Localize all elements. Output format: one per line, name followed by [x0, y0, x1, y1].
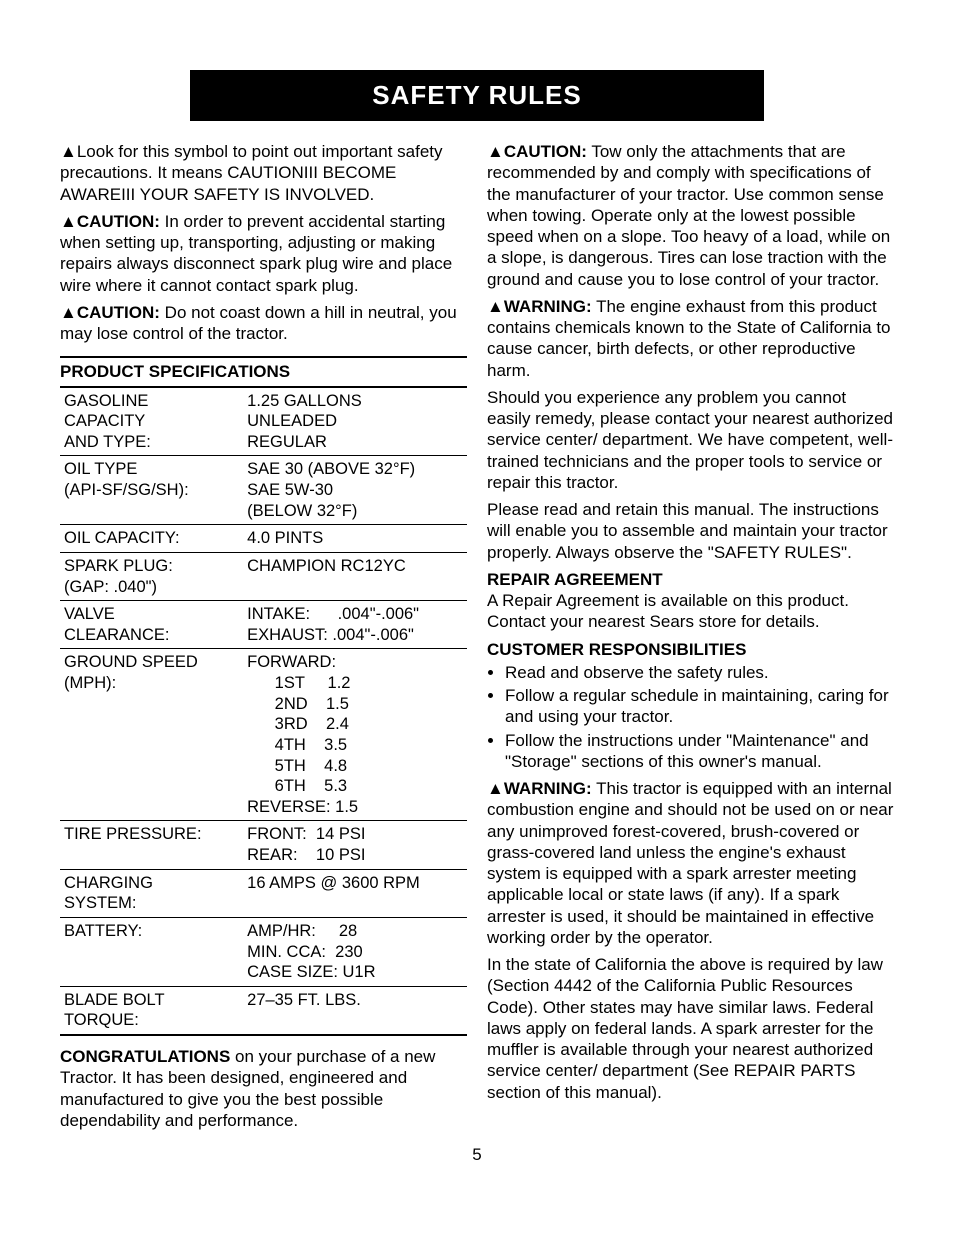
spec-label: CHARGING SYSTEM:: [60, 869, 243, 917]
warning-icon: ▲: [60, 302, 77, 323]
list-item: Follow a regular schedule in maintaining…: [505, 685, 894, 728]
spec-label: SPARK PLUG: (GAP: .040"): [60, 552, 243, 600]
caution-paragraph-1: ▲CAUTION: In order to prevent accidental…: [60, 211, 467, 296]
table-row: CHARGING SYSTEM:16 AMPS @ 3600 RPM: [60, 869, 467, 917]
warning-icon: ▲: [60, 211, 77, 232]
table-row: BATTERY:AMP/HR: 28 MIN. CCA: 230 CASE SI…: [60, 917, 467, 986]
read-paragraph: Please read and retain this manual. The …: [487, 499, 894, 563]
spec-label: GROUND SPEED (MPH):: [60, 649, 243, 821]
spec-label: BATTERY:: [60, 917, 243, 986]
caution-label: CAUTION:: [77, 303, 160, 322]
warning-text: This tractor is equipped with an interna…: [487, 779, 893, 947]
spec-label: OIL CAPACITY:: [60, 525, 243, 553]
spec-value: CHAMPION RC12YC: [243, 552, 467, 600]
caution-label: CAUTION:: [77, 212, 160, 231]
right-column: ▲CAUTION: Tow only the attachments that …: [487, 141, 894, 1137]
warning-paragraph-2: ▲WARNING: This tractor is equipped with …: [487, 778, 894, 948]
two-column-layout: ▲Look for this symbol to point out impor…: [60, 141, 894, 1137]
table-row: TIRE PRESSURE:FRONT: 14 PSI REAR: 10 PSI: [60, 821, 467, 869]
warning-icon: ▲: [487, 296, 504, 317]
warning-label: WARNING:: [504, 779, 592, 798]
spec-value: FORWARD: 1ST 1.2 2ND 1.5 3RD 2.4 4TH 3.5…: [243, 649, 467, 821]
spec-label: BLADE BOLT TORQUE:: [60, 986, 243, 1035]
intro-paragraph: ▲Look for this symbol to point out impor…: [60, 141, 467, 205]
california-paragraph: In the state of California the above is …: [487, 954, 894, 1103]
page: SAFETY RULES ▲Look for this symbol to po…: [0, 0, 954, 1239]
table-row: SPARK PLUG: (GAP: .040")CHAMPION RC12YC: [60, 552, 467, 600]
table-row: BLADE BOLT TORQUE:27–35 FT. LBS.: [60, 986, 467, 1035]
spec-label: OIL TYPE (API-SF/SG/SH):: [60, 456, 243, 525]
list-item: Follow the instructions under "Maintenan…: [505, 730, 894, 773]
table-row: VALVE CLEARANCE:INTAKE: .004"-.006" EXHA…: [60, 601, 467, 649]
table-row: GROUND SPEED (MPH):FORWARD: 1ST 1.2 2ND …: [60, 649, 467, 821]
responsibility-list: Read and observe the safety rules.Follow…: [487, 662, 894, 772]
left-column: ▲Look for this symbol to point out impor…: [60, 141, 467, 1137]
warning-icon: ▲: [487, 778, 504, 799]
safety-rules-header: SAFETY RULES: [190, 70, 764, 121]
spec-value: INTAKE: .004"-.006" EXHAUST: .004"-.006": [243, 601, 467, 649]
service-paragraph: Should you experience any problem you ca…: [487, 387, 894, 493]
spec-value: SAE 30 (ABOVE 32°F) SAE 5W-30 (BELOW 32°…: [243, 456, 467, 525]
spec-label: VALVE CLEARANCE:: [60, 601, 243, 649]
repair-paragraph: A Repair Agreement is available on this …: [487, 590, 894, 633]
congrats-label: CONGRATULATIONS: [60, 1047, 230, 1066]
spec-table-body: GASOLINE CAPACITY AND TYPE:1.25 GALLONS …: [60, 388, 467, 1036]
congrats-paragraph: CONGRATULATIONS on your purchase of a ne…: [60, 1046, 467, 1131]
spec-value: 27–35 FT. LBS.: [243, 986, 467, 1035]
warning-icon: ▲: [487, 141, 504, 162]
spec-value: AMP/HR: 28 MIN. CCA: 230 CASE SIZE: U1R: [243, 917, 467, 986]
table-row: OIL CAPACITY:4.0 PINTS: [60, 525, 467, 553]
page-number: 5: [60, 1137, 894, 1165]
caution-text: Tow only the attachments that are recomm…: [487, 142, 890, 289]
spec-label: TIRE PRESSURE:: [60, 821, 243, 869]
table-row: OIL TYPE (API-SF/SG/SH):SAE 30 (ABOVE 32…: [60, 456, 467, 525]
warning-paragraph-1: ▲WARNING: The engine exhaust from this p…: [487, 296, 894, 381]
spec-value: FRONT: 14 PSI REAR: 10 PSI: [243, 821, 467, 869]
repair-agreement-heading: REPAIR AGREEMENT: [487, 569, 894, 590]
list-item: Read and observe the safety rules.: [505, 662, 894, 683]
warning-icon: ▲: [60, 141, 77, 162]
spec-value: 4.0 PINTS: [243, 525, 467, 553]
spec-table: GASOLINE CAPACITY AND TYPE:1.25 GALLONS …: [60, 388, 467, 1037]
caution-label: CAUTION:: [504, 142, 587, 161]
table-row: GASOLINE CAPACITY AND TYPE:1.25 GALLONS …: [60, 388, 467, 456]
warning-label: WARNING:: [504, 297, 592, 316]
caution-paragraph-3: ▲CAUTION: Tow only the attachments that …: [487, 141, 894, 290]
customer-resp-heading: CUSTOMER RESPONSIBILITIES: [487, 639, 894, 660]
caution-paragraph-2: ▲CAUTION: Do not coast down a hill in ne…: [60, 302, 467, 345]
spec-label: GASOLINE CAPACITY AND TYPE:: [60, 388, 243, 456]
spec-value: 1.25 GALLONS UNLEADED REGULAR: [243, 388, 467, 456]
spec-value: 16 AMPS @ 3600 RPM: [243, 869, 467, 917]
product-spec-heading: PRODUCT SPECIFICATIONS: [60, 356, 467, 387]
intro-text: Look for this symbol to point out import…: [60, 142, 443, 204]
